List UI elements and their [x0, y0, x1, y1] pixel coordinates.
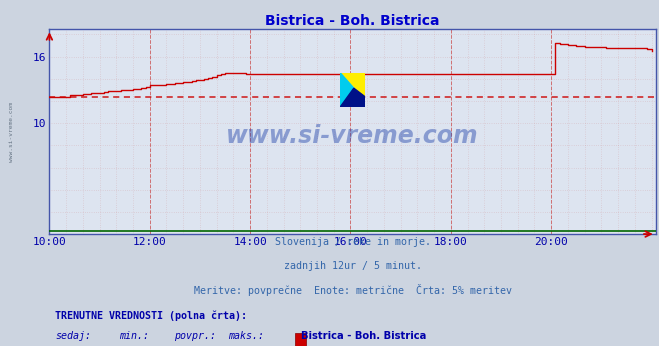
Polygon shape: [340, 88, 365, 107]
Text: sedaj:: sedaj:: [55, 331, 92, 341]
Title: Bistrica - Boh. Bistrica: Bistrica - Boh. Bistrica: [266, 14, 440, 28]
Text: Bistrica - Boh. Bistrica: Bistrica - Boh. Bistrica: [301, 331, 426, 341]
Text: Meritve: povprečne  Enote: metrične  Črta: 5% meritev: Meritve: povprečne Enote: metrične Črta:…: [194, 284, 511, 296]
Text: www.si-vreme.com: www.si-vreme.com: [226, 124, 479, 148]
Polygon shape: [340, 73, 354, 107]
Text: maks.:: maks.:: [228, 331, 264, 341]
Bar: [295, 333, 306, 346]
Text: zadnjih 12ur / 5 minut.: zadnjih 12ur / 5 minut.: [283, 261, 422, 271]
Text: Slovenija / reke in morje.: Slovenija / reke in morje.: [275, 237, 430, 247]
Text: povpr.:: povpr.:: [174, 331, 215, 341]
Polygon shape: [340, 73, 365, 97]
Text: TRENUTNE VREDNOSTI (polna črta):: TRENUTNE VREDNOSTI (polna črta):: [55, 310, 248, 321]
Text: www.si-vreme.com: www.si-vreme.com: [9, 102, 14, 162]
Text: min.:: min.:: [119, 331, 149, 341]
